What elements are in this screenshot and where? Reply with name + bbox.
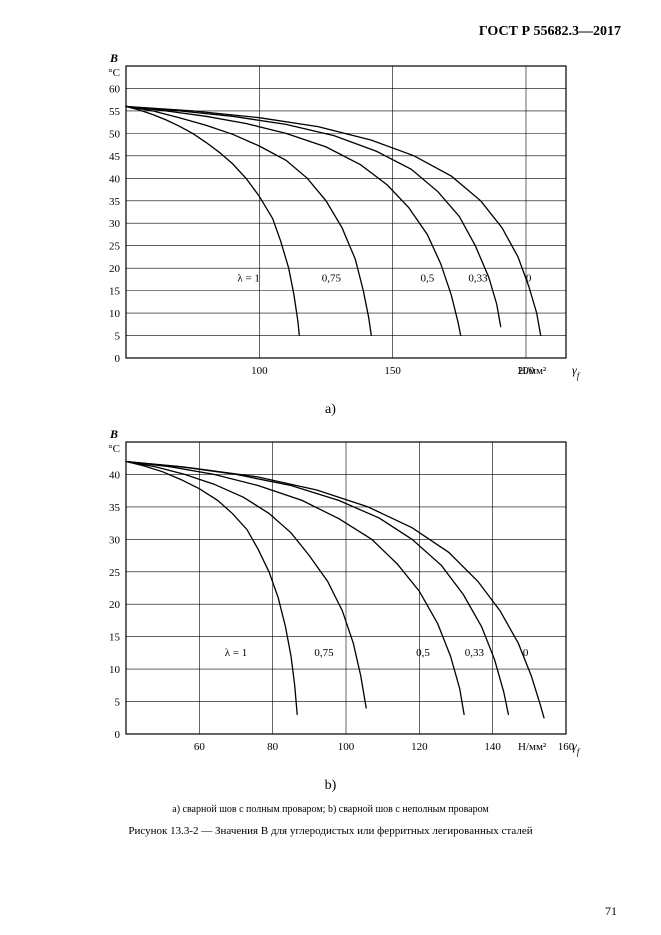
svg-text:150: 150 <box>384 365 401 377</box>
svg-text:0,75: 0,75 <box>314 647 334 659</box>
svg-text:20: 20 <box>109 599 121 611</box>
svg-text:λ = 1: λ = 1 <box>224 647 247 659</box>
svg-text:H/мм²: H/мм² <box>518 365 547 377</box>
chart-a-svg: 051015202530354045505560B°C100150200H/мм… <box>71 48 591 398</box>
svg-text:0: 0 <box>525 273 531 285</box>
caption-small: a) сварной шов с полным проваром; b) сва… <box>40 804 621 815</box>
doc-ref: ГОСТ Р 55682.3—2017 <box>40 24 621 40</box>
svg-text:0,33: 0,33 <box>464 647 484 659</box>
panel-letter-b: b) <box>325 778 337 794</box>
panel-letter-a: a) <box>325 402 336 418</box>
svg-text:°C: °C <box>108 443 120 455</box>
svg-text:25: 25 <box>109 567 121 579</box>
svg-text:0,75: 0,75 <box>321 273 341 285</box>
svg-text:30: 30 <box>109 218 121 230</box>
page-number: 71 <box>605 904 617 919</box>
svg-text:5: 5 <box>114 331 120 343</box>
svg-text:0: 0 <box>114 729 120 741</box>
svg-text:B: B <box>108 51 117 65</box>
svg-text:5: 5 <box>114 697 120 709</box>
svg-text:40: 40 <box>109 469 121 481</box>
svg-text:60: 60 <box>109 83 121 95</box>
svg-text:0: 0 <box>114 353 120 365</box>
chart-b-wrap: 0510152025303540B°C6080100120140160H/мм²… <box>40 424 621 800</box>
svg-text:30: 30 <box>109 534 121 546</box>
svg-text:0,5: 0,5 <box>420 273 434 285</box>
svg-text:40: 40 <box>109 173 121 185</box>
svg-text:20: 20 <box>109 263 121 275</box>
chart-b-svg: 0510152025303540B°C6080100120140160H/мм²… <box>71 424 591 774</box>
svg-text:B: B <box>108 427 117 441</box>
svg-text:H/мм²: H/мм² <box>518 741 547 753</box>
svg-text:λ = 1: λ = 1 <box>237 273 260 285</box>
svg-text:60: 60 <box>193 741 205 753</box>
svg-text:25: 25 <box>109 241 121 253</box>
svg-text:35: 35 <box>109 502 121 514</box>
svg-text:10: 10 <box>109 664 121 676</box>
svg-text:100: 100 <box>337 741 354 753</box>
svg-text:0: 0 <box>522 647 528 659</box>
svg-text:120: 120 <box>411 741 428 753</box>
chart-a-wrap: 051015202530354045505560B°C100150200H/мм… <box>40 48 621 424</box>
svg-text:γf: γf <box>572 739 581 757</box>
svg-text:55: 55 <box>109 106 121 118</box>
svg-text:35: 35 <box>109 196 121 208</box>
svg-text:0,5: 0,5 <box>416 647 430 659</box>
svg-text:°C: °C <box>108 67 120 79</box>
svg-text:140: 140 <box>484 741 501 753</box>
svg-text:80: 80 <box>267 741 279 753</box>
svg-text:γf: γf <box>572 363 581 381</box>
svg-text:100: 100 <box>251 365 268 377</box>
svg-text:10: 10 <box>109 308 121 320</box>
svg-text:45: 45 <box>109 151 121 163</box>
svg-text:0,33: 0,33 <box>468 273 488 285</box>
figure-title: Рисунок 13.3-2 — Значения B для углероди… <box>40 825 621 837</box>
svg-text:50: 50 <box>109 128 121 140</box>
svg-text:15: 15 <box>109 632 121 644</box>
svg-text:15: 15 <box>109 286 121 298</box>
